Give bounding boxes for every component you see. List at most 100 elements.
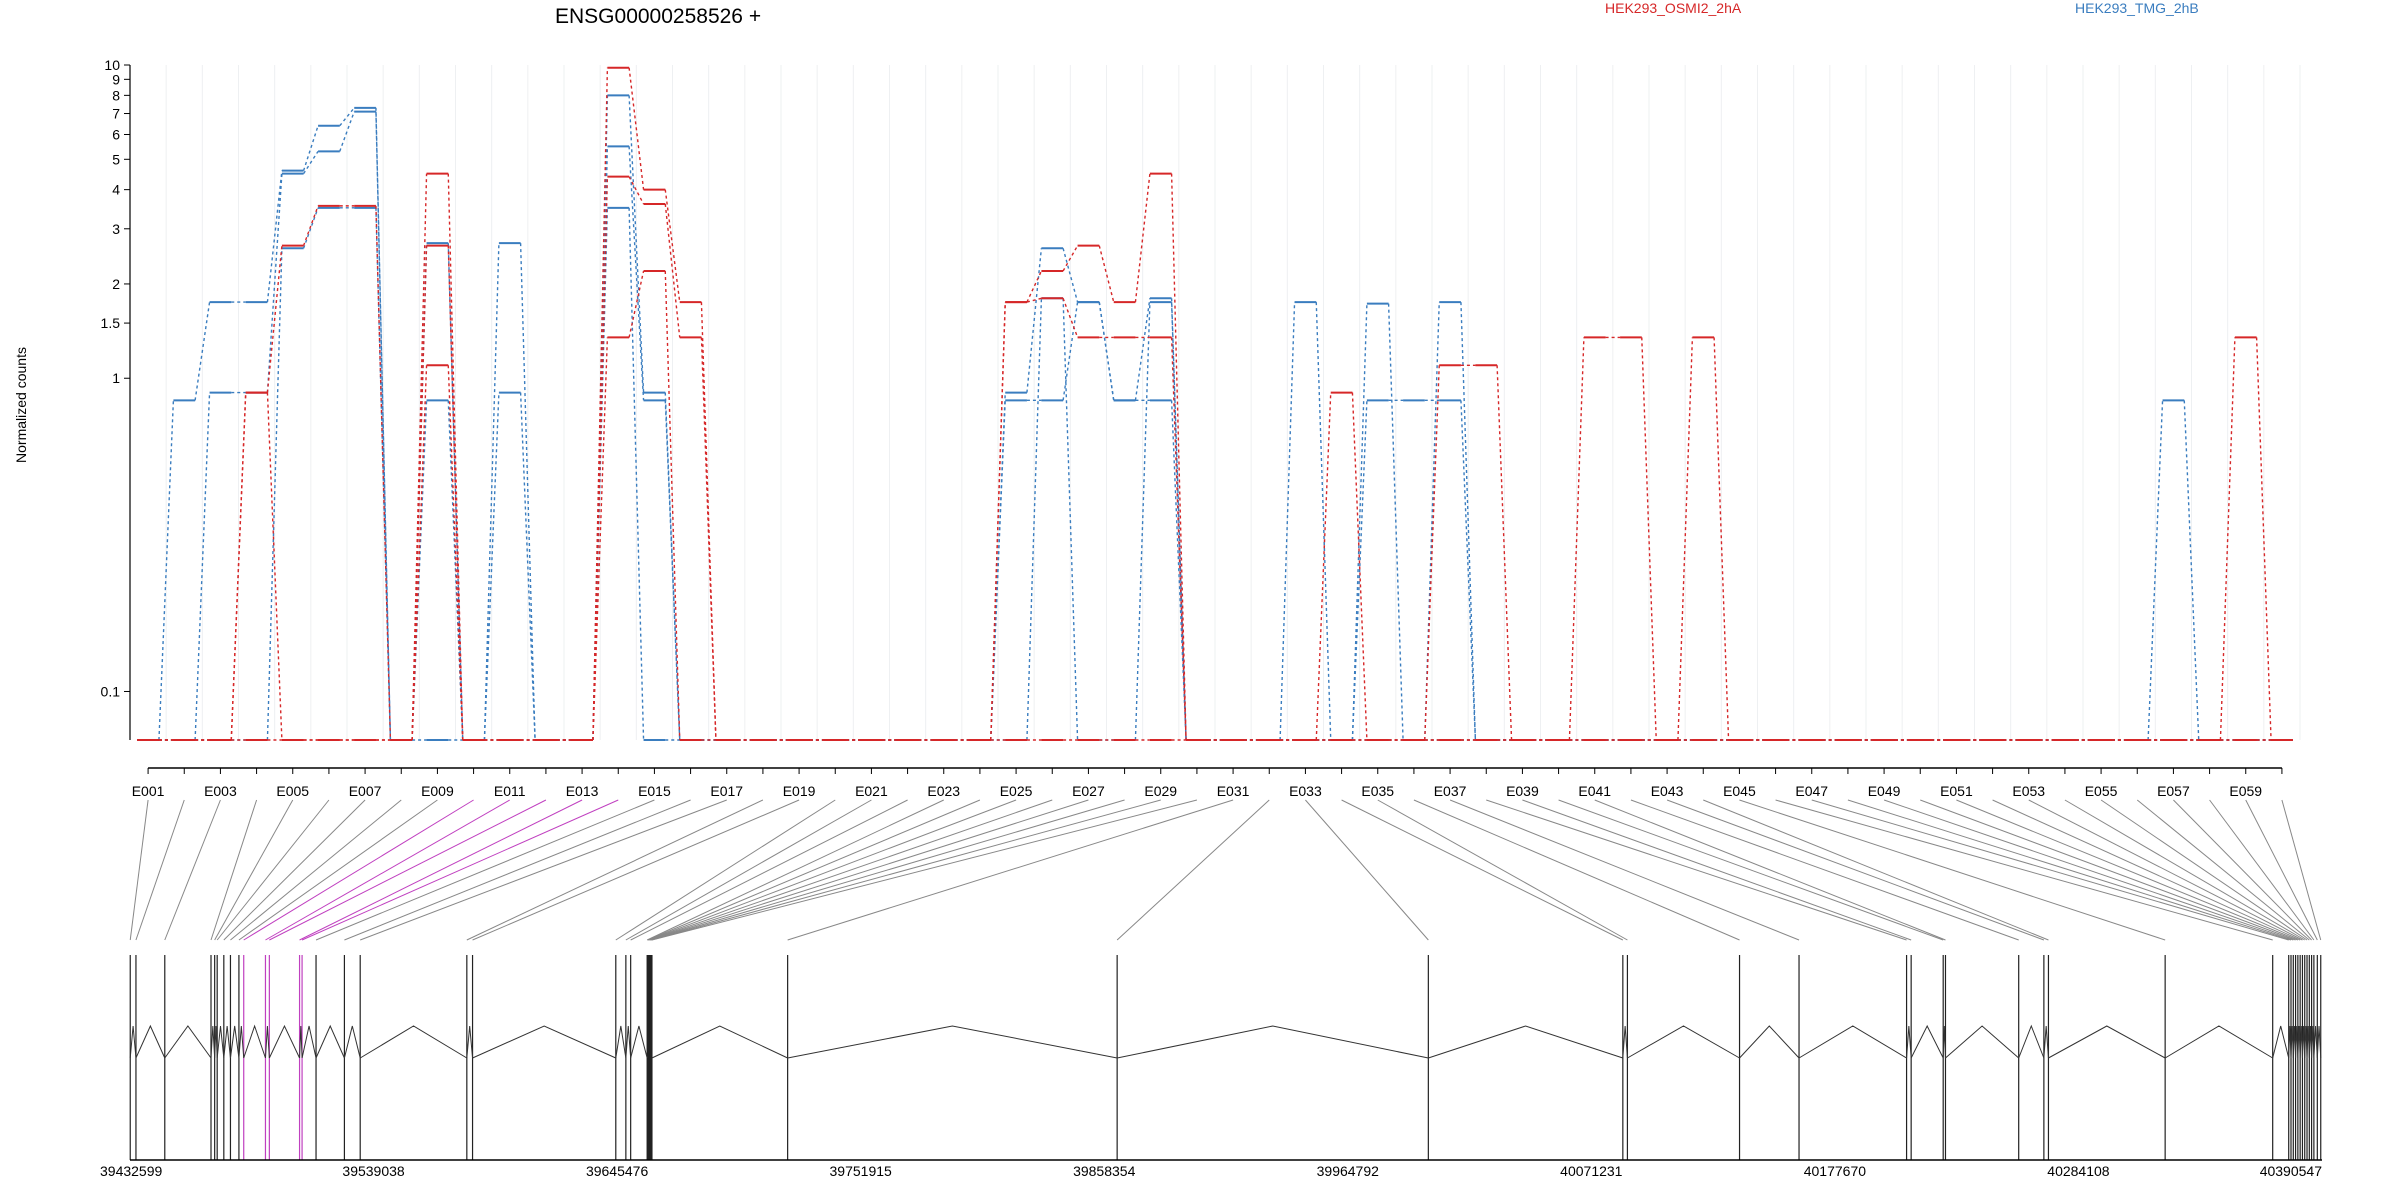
exon-connector	[2281, 799, 2322, 941]
exon-label: E009	[421, 783, 454, 799]
exon-label: E033	[1289, 783, 1322, 799]
data-transition	[1062, 302, 1079, 401]
genome-tick-label: 39858354	[1073, 1163, 1136, 1179]
exon-label: E027	[1072, 783, 1105, 799]
exon-connector	[2136, 799, 2310, 941]
data-transition	[302, 125, 319, 171]
exon-connector	[1116, 799, 1270, 941]
exon-connector	[651, 799, 1161, 941]
data-transition	[1351, 392, 1368, 741]
exon-connector	[1992, 799, 2301, 941]
exon-label: E047	[1795, 783, 1828, 799]
exon-connector	[1775, 799, 2273, 941]
exon-connector	[164, 799, 221, 941]
data-transition	[1170, 337, 1187, 741]
chart-title: ENSG00000258526 +	[555, 5, 761, 28]
exon-connector	[210, 799, 258, 941]
exon-connector	[1883, 799, 2294, 941]
data-transition	[266, 173, 283, 393]
y-tick-label: 1	[112, 370, 120, 386]
data-transition	[447, 173, 464, 741]
data-transition	[1677, 337, 1694, 741]
data-transition	[664, 270, 681, 741]
exon-axis: E001 E003 E005 E007 E009 E011 E013 E015 E017 E019…	[132, 767, 2283, 799]
exon-connector	[1522, 799, 1912, 941]
y-tick-label: 5	[112, 151, 120, 167]
data-transition	[1170, 400, 1187, 741]
data-transition	[664, 189, 681, 303]
exon-label: E029	[1144, 783, 1177, 799]
exon-connector	[1739, 799, 2166, 941]
exon-connector	[650, 799, 1125, 941]
exon-connector	[1920, 799, 2296, 941]
exon-connector	[344, 799, 691, 941]
exon-connector	[1847, 799, 2292, 941]
exon-connector	[129, 799, 149, 941]
exon-connector	[630, 799, 908, 941]
data-transition	[339, 107, 355, 127]
exon-connector	[1703, 799, 2049, 941]
data-transition	[375, 205, 392, 741]
data-transition	[230, 392, 247, 741]
data-transition	[2255, 337, 2272, 741]
exon-label: E039	[1506, 783, 1539, 799]
exon-label: E055	[2085, 783, 2118, 799]
data-transition	[1062, 298, 1079, 338]
data-transition	[339, 111, 355, 152]
exon-label: E003	[204, 783, 237, 799]
data-transition	[1026, 248, 1043, 393]
gene-model	[129, 955, 2322, 1160]
data-transition	[700, 337, 717, 741]
exon-connector	[1558, 799, 1944, 941]
y-tick-label: 10	[104, 57, 120, 73]
data-transition	[592, 67, 609, 741]
data-transition	[158, 400, 175, 741]
data-transition	[1713, 337, 1730, 741]
data-transition	[628, 146, 645, 401]
exon-connector	[1305, 799, 1429, 941]
data-transition	[1026, 298, 1043, 741]
y-tick-label: 2	[112, 276, 120, 292]
data-transition	[483, 392, 500, 741]
data-transition	[1062, 245, 1079, 272]
data-transition	[519, 243, 536, 741]
data-transition	[664, 203, 681, 338]
exon-connector	[360, 799, 727, 941]
exon-label: E053	[2012, 783, 2045, 799]
vertical-gridlines	[129, 65, 2301, 740]
exon-connector	[2028, 799, 2303, 941]
data-transition	[2147, 400, 2164, 741]
exon-connector	[472, 799, 800, 941]
exon-connector	[230, 799, 402, 941]
genome-tick-label: 39964792	[1317, 1163, 1380, 1179]
series-layer	[137, 66, 2293, 741]
exon-label: E019	[783, 783, 816, 799]
exon-connector	[1413, 799, 1740, 941]
data-transition	[592, 337, 609, 741]
exon-connector	[265, 799, 510, 941]
exon-label: E021	[855, 783, 888, 799]
exon-label: E051	[1940, 783, 1973, 799]
genome-coordinate-axis: 39432599 39539038 39645476 39751915 39858354…	[100, 1159, 2322, 1179]
data-transition	[1170, 173, 1187, 741]
exon-label: E057	[2157, 783, 2190, 799]
exon-label: E001	[132, 783, 165, 799]
genome-tick-label: 39645476	[586, 1163, 649, 1179]
data-transition	[1351, 400, 1368, 741]
exon-connector	[299, 799, 583, 941]
legend-entry-tmg: HEK293_TMG_2hB	[2075, 0, 2199, 16]
exon-connector	[2245, 799, 2318, 941]
exon-connector	[787, 799, 1234, 941]
exon-label: E045	[1723, 783, 1756, 799]
data-transition	[1315, 302, 1332, 741]
exon-label: E025	[1000, 783, 1033, 799]
series-5	[137, 244, 2293, 741]
exon-label: E023	[927, 783, 960, 799]
data-transition	[664, 400, 681, 741]
exon-label: E015	[638, 783, 671, 799]
data-transition	[375, 207, 392, 741]
data-transition	[1641, 337, 1657, 741]
exon-connector	[243, 799, 474, 941]
data-transition	[2219, 337, 2236, 741]
